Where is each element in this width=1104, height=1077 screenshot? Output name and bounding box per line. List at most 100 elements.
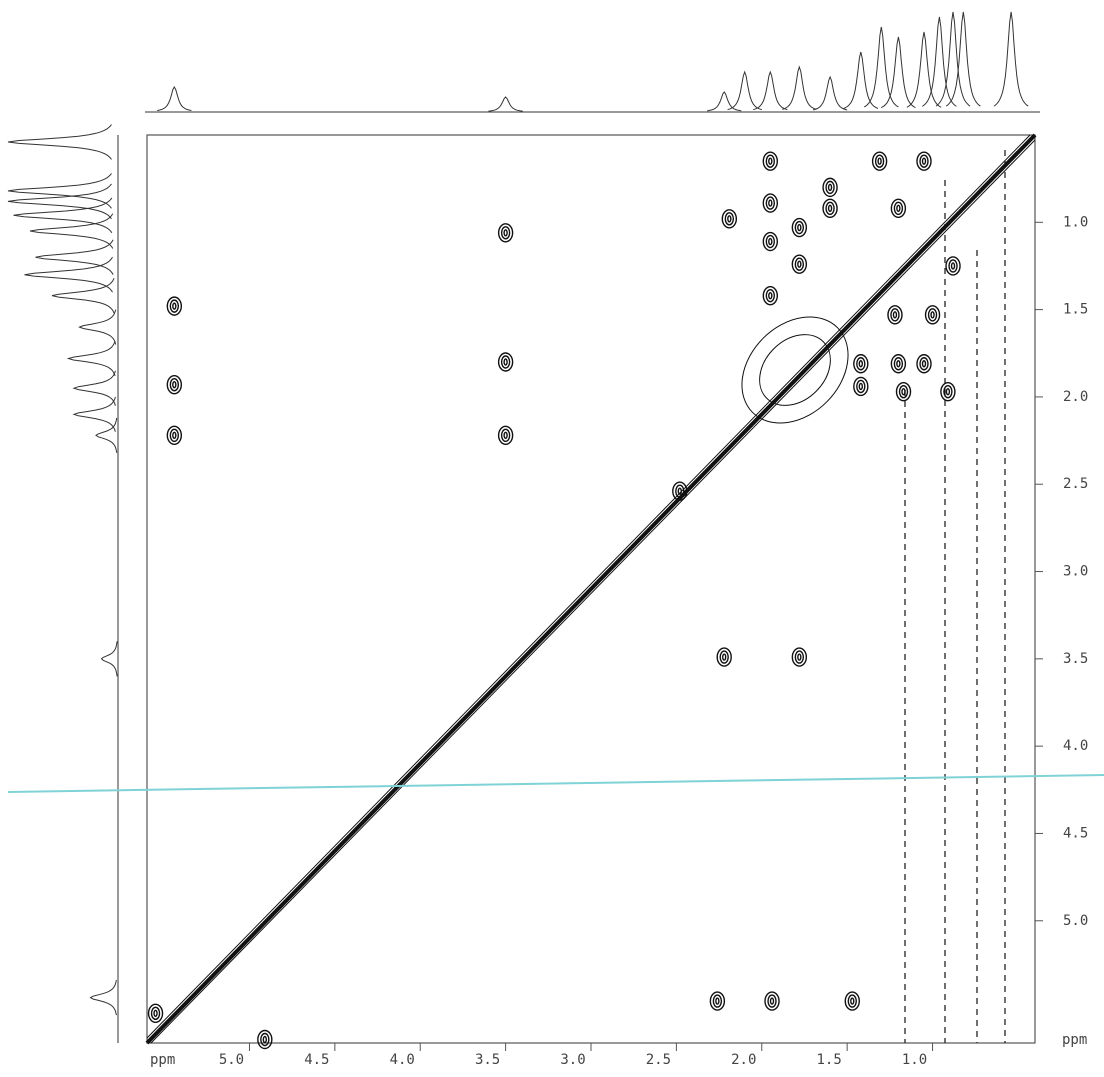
contour-ring [893, 201, 904, 216]
cross-peak [916, 151, 932, 171]
cross-peak [890, 354, 907, 374]
cross-peak [497, 425, 514, 446]
y-tick-label: 1.0 [1063, 214, 1088, 230]
projection-peak-left [51, 277, 115, 314]
contour-ring [503, 358, 508, 366]
cross-peak [762, 193, 779, 213]
projection-peak-left [72, 396, 116, 432]
x-tick-label: 1.0 [902, 1052, 927, 1068]
y-tick-label: 2.0 [1063, 389, 1088, 405]
contour-ring [503, 431, 508, 440]
contour-ring [940, 381, 956, 402]
contour-ring [166, 425, 183, 446]
x-tick-label: 1.5 [817, 1052, 842, 1068]
contour-ring [762, 285, 779, 306]
projection-peak-top [782, 65, 817, 110]
contour-ring [791, 647, 808, 667]
contour-ring [895, 381, 912, 402]
contour-ring [844, 991, 860, 1011]
contour-ring [943, 384, 953, 399]
x-tick-label: 3.0 [560, 1052, 585, 1068]
contour-ring [503, 229, 508, 237]
y-tick-label: 3.0 [1063, 564, 1088, 580]
contour-ring [147, 1003, 164, 1024]
contour-ring [762, 193, 779, 213]
contour-ring [945, 256, 961, 276]
contour-ring [794, 257, 805, 271]
projection-peak-top [935, 11, 971, 107]
cross-peak [890, 198, 907, 219]
projection-peak-top [881, 36, 916, 109]
contour-ring [858, 360, 864, 368]
cross-peak [147, 1003, 164, 1024]
cross-peak [916, 354, 932, 374]
contour-ring [916, 151, 932, 171]
contour-ring [825, 201, 835, 216]
contour-ring [887, 305, 903, 325]
contour-ring [919, 357, 929, 371]
contour-ring [927, 308, 938, 322]
contour-ring [930, 311, 935, 319]
projection-peak-top [863, 26, 899, 108]
contour-ring [797, 223, 802, 232]
contour-ring [257, 1029, 273, 1050]
contour-ring [497, 223, 514, 243]
cross-peak [822, 198, 838, 219]
diagonal [145, 133, 1037, 1045]
projection-peak-left [24, 256, 113, 293]
cross-peak [895, 381, 912, 402]
contour-ring [260, 1032, 270, 1047]
contour-ring [166, 375, 183, 395]
contour-ring [827, 183, 833, 192]
contour-ring [921, 360, 927, 368]
cross-peak [716, 647, 732, 667]
contour-ring [892, 311, 898, 319]
y-tick-label: 5.0 [1063, 913, 1088, 929]
cross-peak [497, 223, 514, 243]
contour-ring [172, 381, 177, 389]
contour-ring [896, 204, 901, 213]
cross-peak [166, 425, 183, 446]
y-tick-label: 3.5 [1063, 651, 1088, 667]
contour-ring [762, 151, 779, 171]
cross-peak [853, 376, 869, 397]
contour-ring [822, 177, 838, 198]
projection-peak-top [488, 96, 523, 112]
contour-ring [794, 650, 805, 664]
projection-peak-left [72, 370, 116, 406]
projection-peak-left [66, 340, 116, 377]
y-tick-label: 2.5 [1063, 476, 1088, 492]
t1-noise [904, 150, 1006, 1043]
contour-ring [721, 209, 738, 229]
contour-ring [898, 384, 909, 399]
cross-peak [945, 256, 961, 276]
cross-peak [721, 209, 738, 229]
contour-ring [722, 653, 727, 661]
contour-ring [762, 231, 779, 252]
contour-ring [825, 180, 835, 195]
cross-peak [853, 354, 869, 374]
projection-peak-left [95, 417, 118, 453]
contour-ring [765, 196, 776, 210]
contour-ring [916, 354, 932, 374]
contour-ring [858, 382, 864, 391]
cross-peak [791, 647, 808, 667]
contour-ring [172, 431, 177, 440]
contour-ring [675, 484, 685, 498]
cross-peak [924, 305, 941, 325]
contour-ring [500, 226, 511, 240]
cross-peak [762, 231, 779, 252]
projection-peak-top [707, 91, 742, 112]
y-axis-label: ppm [1062, 1032, 1087, 1048]
contour-ring [794, 220, 805, 235]
cross-peak [791, 217, 808, 238]
contour-ring [719, 650, 729, 664]
cross-peak [871, 151, 888, 171]
contour-ring [712, 994, 723, 1008]
contour-ring [169, 378, 180, 392]
contour-ring [500, 428, 511, 443]
x-tick-label: 3.5 [475, 1052, 500, 1068]
x-tick-label: 4.0 [390, 1052, 415, 1068]
x-tick-label: 5.0 [219, 1052, 244, 1068]
